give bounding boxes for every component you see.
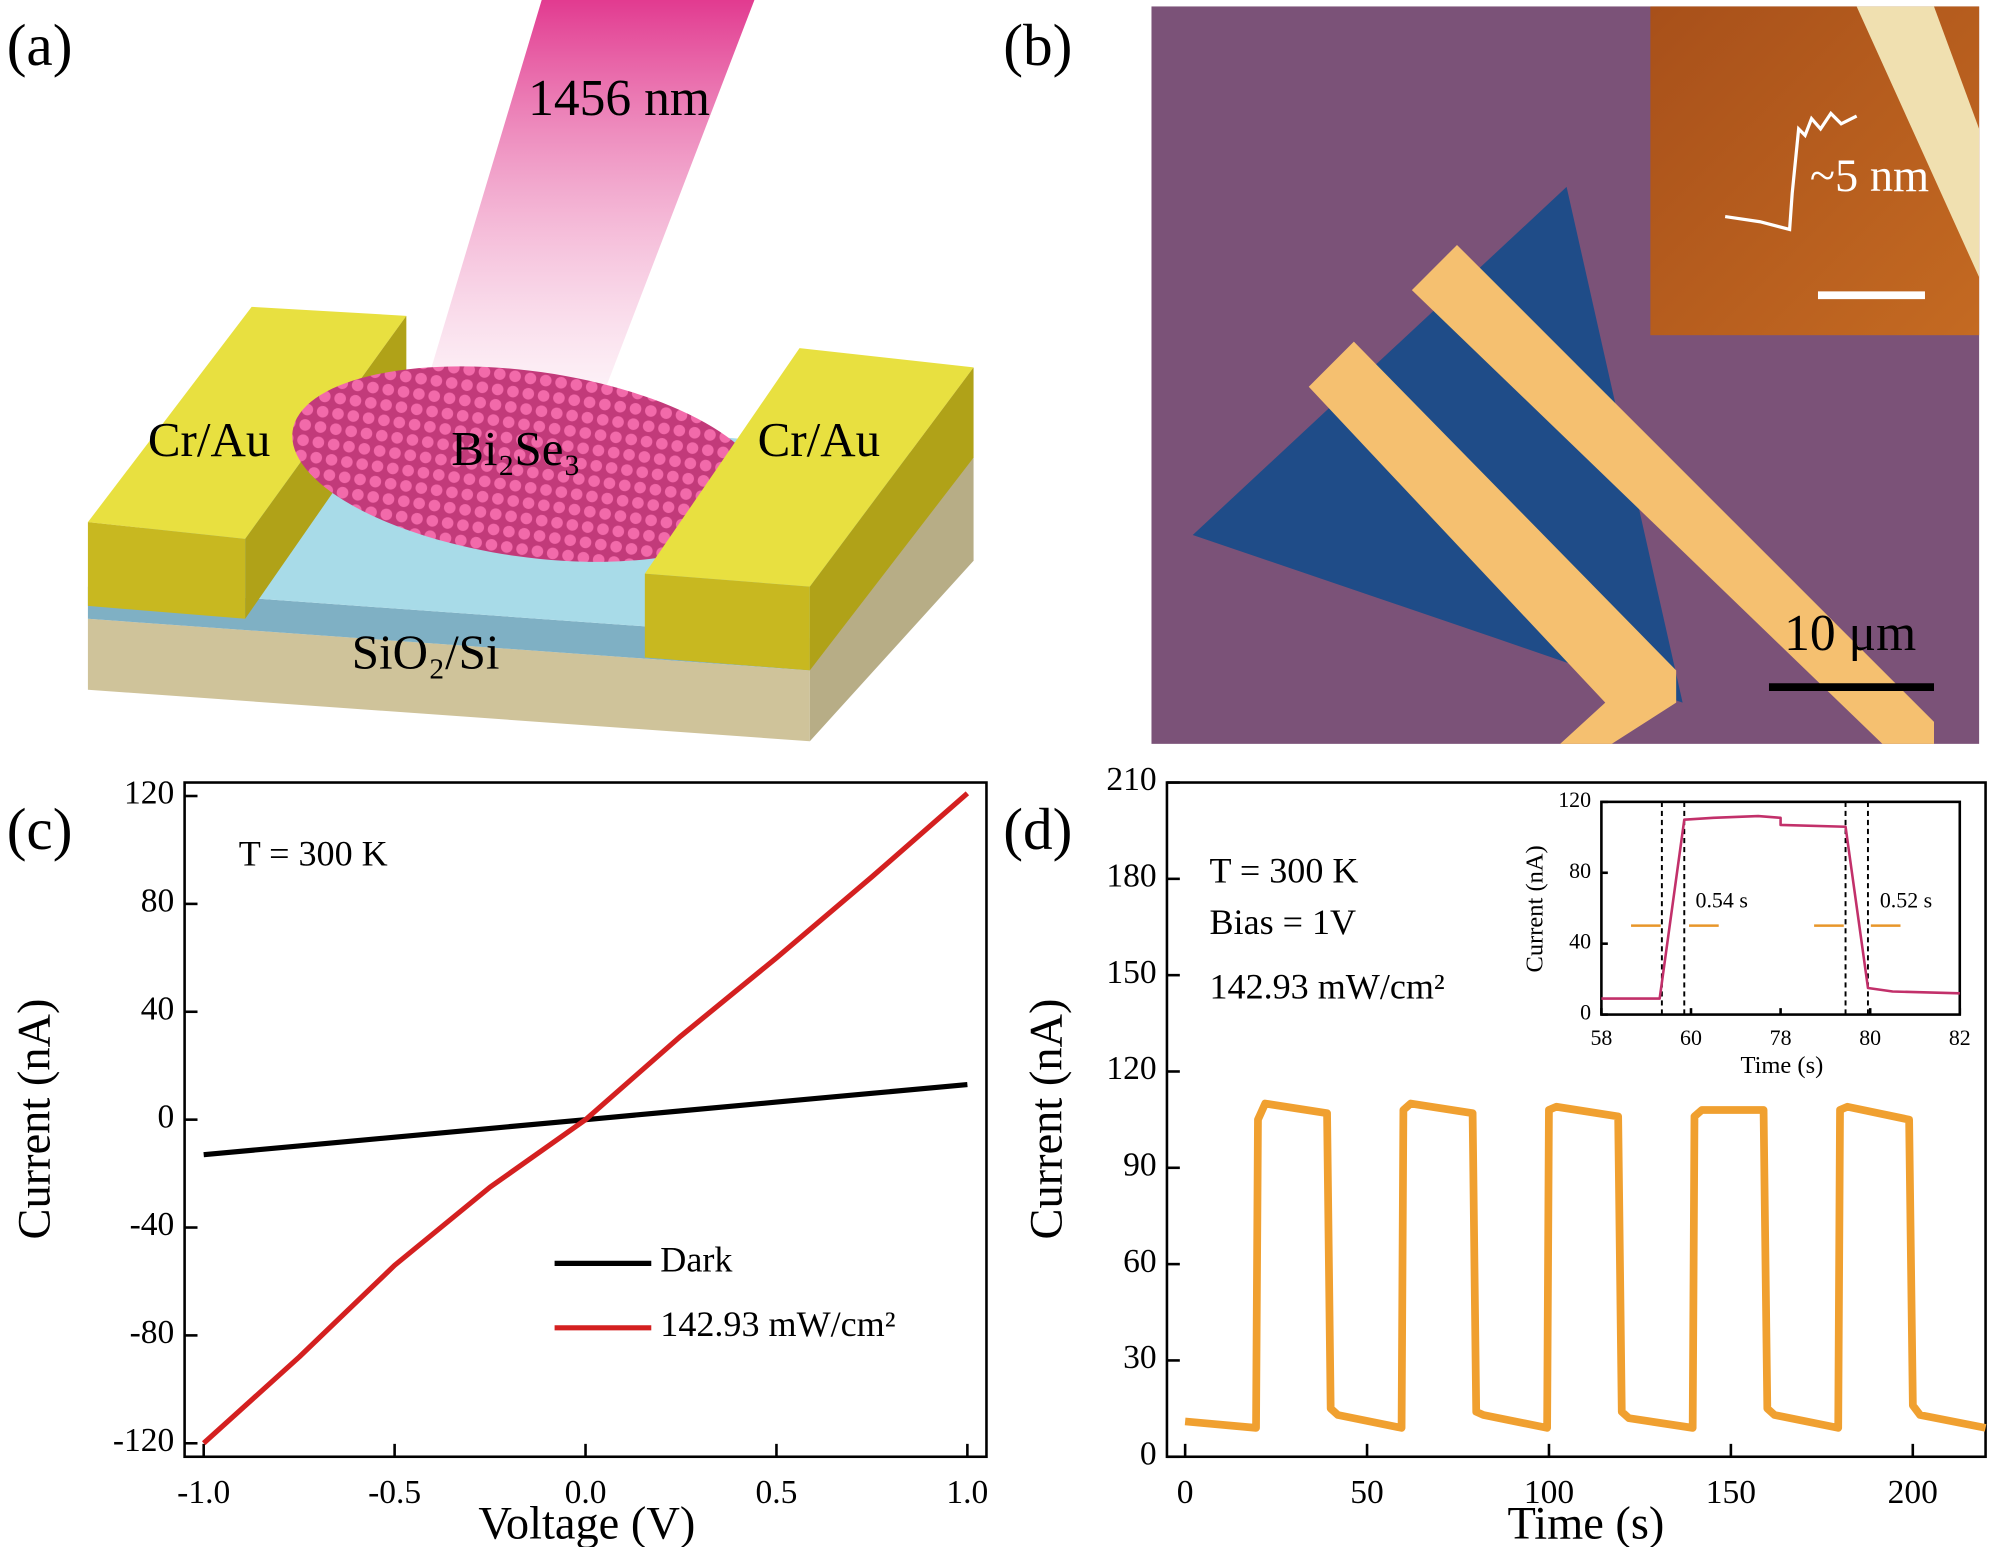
annotation: 0.54 s: [1696, 887, 1748, 912]
panel-label: (d): [1003, 796, 1072, 862]
x-tick-label: 0: [1177, 1474, 1194, 1511]
annotation: Bias = 1V: [1209, 902, 1356, 942]
electrode-top: [87, 306, 407, 539]
x-tick-label: 0.0: [565, 1474, 607, 1511]
y-tick-label: 120: [124, 775, 174, 812]
annotation: 0.52 s: [1880, 887, 1932, 912]
y-tick-label: 40: [1569, 929, 1591, 954]
x-tick-label: 78: [1770, 1025, 1792, 1050]
y-axis-label: Current (nA): [10, 999, 61, 1240]
plot-frame: [1165, 781, 1987, 1459]
electrode-front: [644, 573, 810, 671]
x-tick-label: 60: [1680, 1025, 1702, 1050]
x-tick-label: 82: [1949, 1025, 1971, 1050]
x-axis-label: Time (s): [1507, 1498, 1664, 1547]
y-tick-label: 90: [1123, 1146, 1157, 1183]
panel-b: ~5 nm 10 μm: [1151, 6, 1980, 744]
substrate-label: SiO₂/Si: [352, 625, 500, 680]
y-tick-label: 0: [158, 1098, 175, 1135]
x-tick-label: 58: [1590, 1025, 1612, 1050]
y-tick-label: 60: [1123, 1243, 1157, 1280]
y-tick-label: -40: [130, 1206, 175, 1243]
legend-label: Dark: [660, 1240, 733, 1280]
crystal: [292, 366, 766, 562]
substrate-sio2: [87, 586, 810, 671]
y-tick-label: -80: [130, 1314, 175, 1351]
y-axis-label: Current (nA): [1522, 845, 1549, 972]
electrode-stripe: [1411, 244, 1935, 744]
annotation: T = 300 K: [239, 834, 388, 874]
panel-a: 1456 nm Cr/Au Bi₂Se₃ Cr/Au SiO₂/Si: [87, 0, 974, 742]
data-line: [1601, 814, 1960, 1000]
panel-label: (c): [7, 796, 73, 862]
y-tick-label: 120: [1558, 787, 1591, 812]
x-tick-label: 100: [1524, 1474, 1574, 1511]
x-tick-label: 0.5: [756, 1474, 798, 1511]
scale-bar-label: 10 μm: [1784, 605, 1916, 662]
y-tick-label: 0: [1580, 1000, 1591, 1025]
panel-label: (a): [7, 12, 73, 78]
height-profile: [1724, 110, 1858, 232]
y-tick-label: -120: [113, 1422, 174, 1459]
y-tick-label: 180: [1106, 858, 1156, 895]
panel-label: (b): [1003, 12, 1072, 78]
y-tick-label: 30: [1123, 1339, 1157, 1376]
y-tick-label: 80: [1569, 858, 1591, 883]
legend-label: 142.93 mW/cm²: [660, 1304, 895, 1344]
material-label: Bi₂Se₃: [451, 421, 580, 476]
laser-beam: [425, 0, 755, 387]
data-line: [1184, 1099, 1987, 1432]
x-tick-label: 1.0: [946, 1474, 988, 1511]
y-tick-label: 0: [1140, 1435, 1157, 1472]
annotation: T = 300 K: [1209, 850, 1358, 890]
x-tick-label: -0.5: [368, 1474, 421, 1511]
electrode-label: Cr/Au: [758, 412, 880, 467]
data-line: [201, 791, 970, 1446]
x-axis-label: Time (s): [1740, 1052, 1823, 1079]
electrode-side: [809, 367, 974, 671]
electrode-label: Cr/Au: [148, 412, 270, 467]
y-tick-label: 40: [141, 990, 175, 1027]
beam-label: 1456 nm: [528, 70, 710, 127]
x-tick-label: 200: [1888, 1474, 1938, 1511]
substrate-side: [809, 457, 974, 742]
x-tick-label: 80: [1859, 1025, 1881, 1050]
electrode-top: [644, 348, 974, 587]
annotation: 142.93 mW/cm²: [1209, 966, 1444, 1006]
electrode-front: [87, 522, 246, 619]
x-tick-label: 50: [1350, 1474, 1383, 1511]
inset-label: ~5 nm: [1810, 151, 1929, 202]
x-axis-label: Voltage (V): [478, 1498, 695, 1547]
x-tick-label: 150: [1706, 1474, 1756, 1511]
y-tick-label: 210: [1106, 761, 1156, 798]
y-tick-label: 150: [1106, 954, 1156, 991]
y-tick-label: 80: [141, 883, 175, 920]
electrode-stripe: [1308, 341, 1677, 744]
substrate-si: [87, 618, 810, 742]
y-axis-label: Current (nA): [1022, 999, 1073, 1240]
y-tick-label: 120: [1106, 1050, 1156, 1087]
x-tick-label: -1.0: [177, 1474, 230, 1511]
